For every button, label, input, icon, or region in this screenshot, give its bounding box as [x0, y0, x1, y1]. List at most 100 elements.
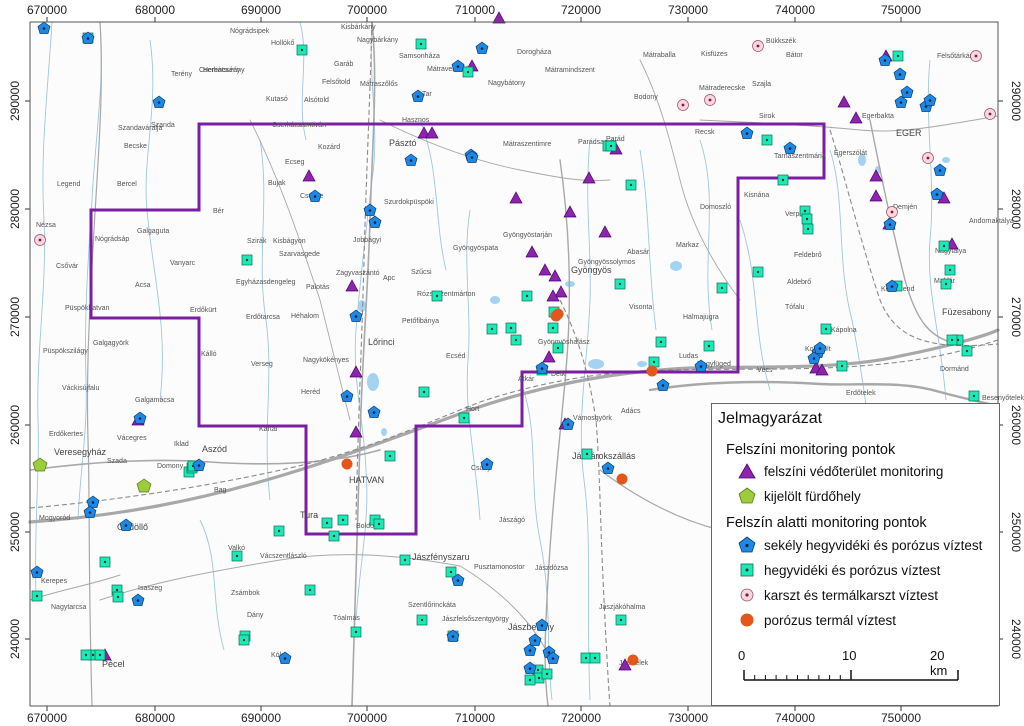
pentagon-star-dot [124, 524, 128, 527]
place-label: Cserhátszentiván [272, 122, 326, 129]
triangle-icon [425, 126, 439, 139]
square-dot [403, 558, 407, 562]
place-label: Pécel [102, 659, 125, 669]
x-tick-label-top: 670000 [27, 3, 67, 17]
pentagon-star-dot [540, 367, 544, 370]
scale-label-20: 20 km [930, 648, 948, 678]
pentagon-star-dot [86, 37, 90, 40]
pentagon-star-dot [138, 417, 142, 420]
place-label: Nagybátony [488, 80, 526, 87]
pentagon-star-dot [928, 99, 932, 102]
river [466, 209, 481, 521]
triangle-icon [815, 363, 829, 376]
river [35, 21, 53, 601]
pentagon-star-dot [533, 639, 537, 642]
pentagon-star-dot [485, 463, 489, 466]
pentagon-star-dot [540, 624, 544, 627]
place-label: Mátramindszent [545, 67, 595, 74]
triangle-icon [349, 425, 363, 438]
place-label: Szandaváralja [118, 125, 162, 132]
road [699, 115, 999, 132]
circle-dot-center [708, 98, 712, 102]
pentagon-star-dot [788, 147, 792, 150]
square-dot [551, 326, 555, 330]
triangle-icon [542, 350, 556, 363]
triangle-icon [869, 189, 883, 202]
y-tick-label-left: 290000 [8, 81, 22, 121]
place-label: Vámosgyörk [573, 415, 612, 422]
triangle-icon [582, 171, 596, 184]
place-label: Bodony [634, 94, 658, 101]
place-label: Zsámbok [231, 590, 260, 597]
square-dot [341, 518, 345, 522]
square-dot [388, 454, 392, 458]
x-tick-label-bottom: 670000 [27, 711, 67, 725]
place-label: Mátraballa [643, 52, 676, 59]
pentagon-star-dot [313, 195, 317, 198]
triangle-icon [417, 126, 431, 139]
circle-dot-center [926, 156, 930, 160]
square-dot [585, 452, 589, 456]
place-label: Ecséd [446, 353, 466, 360]
place-label: EGER [896, 128, 922, 138]
x-tick-label-top: 680000 [135, 3, 175, 17]
pentagon-star-dot [451, 635, 455, 638]
place-label: Andornaktálya [969, 218, 1014, 225]
square-dot [948, 268, 952, 272]
place-label: Vácszentlászló [260, 553, 307, 560]
river [299, 21, 307, 141]
square-dot [332, 534, 336, 538]
lake [358, 300, 366, 312]
pentagon-star-dot [456, 579, 460, 582]
river [580, 139, 591, 701]
place-label: Dormánd [940, 366, 969, 373]
x-tick-label-top: 730000 [668, 3, 708, 17]
pentagon-star-dot [345, 395, 349, 398]
place-label: Markaz [676, 242, 699, 249]
place-label: Erdőkürt [190, 307, 217, 314]
place-labels: EGER Gyöngyös Pásztó HATVAN Lőrinci Aszód Gödö… [36, 24, 1024, 669]
circle-dot-center [681, 103, 685, 107]
square-dot [419, 42, 423, 46]
place-label: Csővár [56, 263, 79, 270]
place-label: Vácegres [117, 435, 147, 442]
triangle-icon [302, 169, 316, 182]
place-label: Kisbárkány [341, 24, 376, 31]
road [379, 119, 611, 181]
x-tick-label-top: 690000 [241, 3, 281, 17]
railway [559, 299, 611, 707]
place-label: Mátraderecske [699, 85, 745, 92]
pentagon-star-dot [528, 667, 532, 670]
place-label: Sirok [759, 113, 775, 120]
pentagon-star-dot [528, 649, 532, 652]
place-label: Galgaguta [137, 228, 169, 235]
place-label: Jászárokszállás [572, 451, 636, 461]
place-label: Kerepes [41, 578, 68, 585]
place-label: Petőfibánya [402, 318, 439, 325]
circle-icon [341, 458, 353, 470]
place-label: Egyházasdengeleg [236, 279, 296, 286]
river [354, 21, 376, 621]
circle-icon [646, 365, 658, 377]
square-dot [435, 294, 439, 298]
place-label: Verseg [251, 361, 273, 368]
place-label: Jobbágyi [353, 237, 381, 244]
place-label: Visonta [629, 304, 652, 311]
y-tick-label-left: 280000 [8, 189, 22, 229]
place-label: Szada [107, 458, 127, 465]
pentagon-star-dot [818, 347, 822, 350]
place-label: Szűcsi [411, 269, 432, 276]
square-dot [556, 346, 560, 350]
place-label: Alsótold [304, 97, 329, 104]
river-network [35, 21, 947, 701]
square-dot [652, 360, 656, 364]
place-label: Nagytarcsa [51, 604, 87, 611]
square-dot [537, 676, 541, 680]
place-label: Szentlőrinckáta [408, 602, 456, 609]
square-dot [824, 327, 828, 331]
square-dot [593, 656, 597, 660]
pentagon-star-dot [91, 501, 95, 504]
square-dot [619, 618, 623, 622]
square-dot [91, 653, 95, 657]
